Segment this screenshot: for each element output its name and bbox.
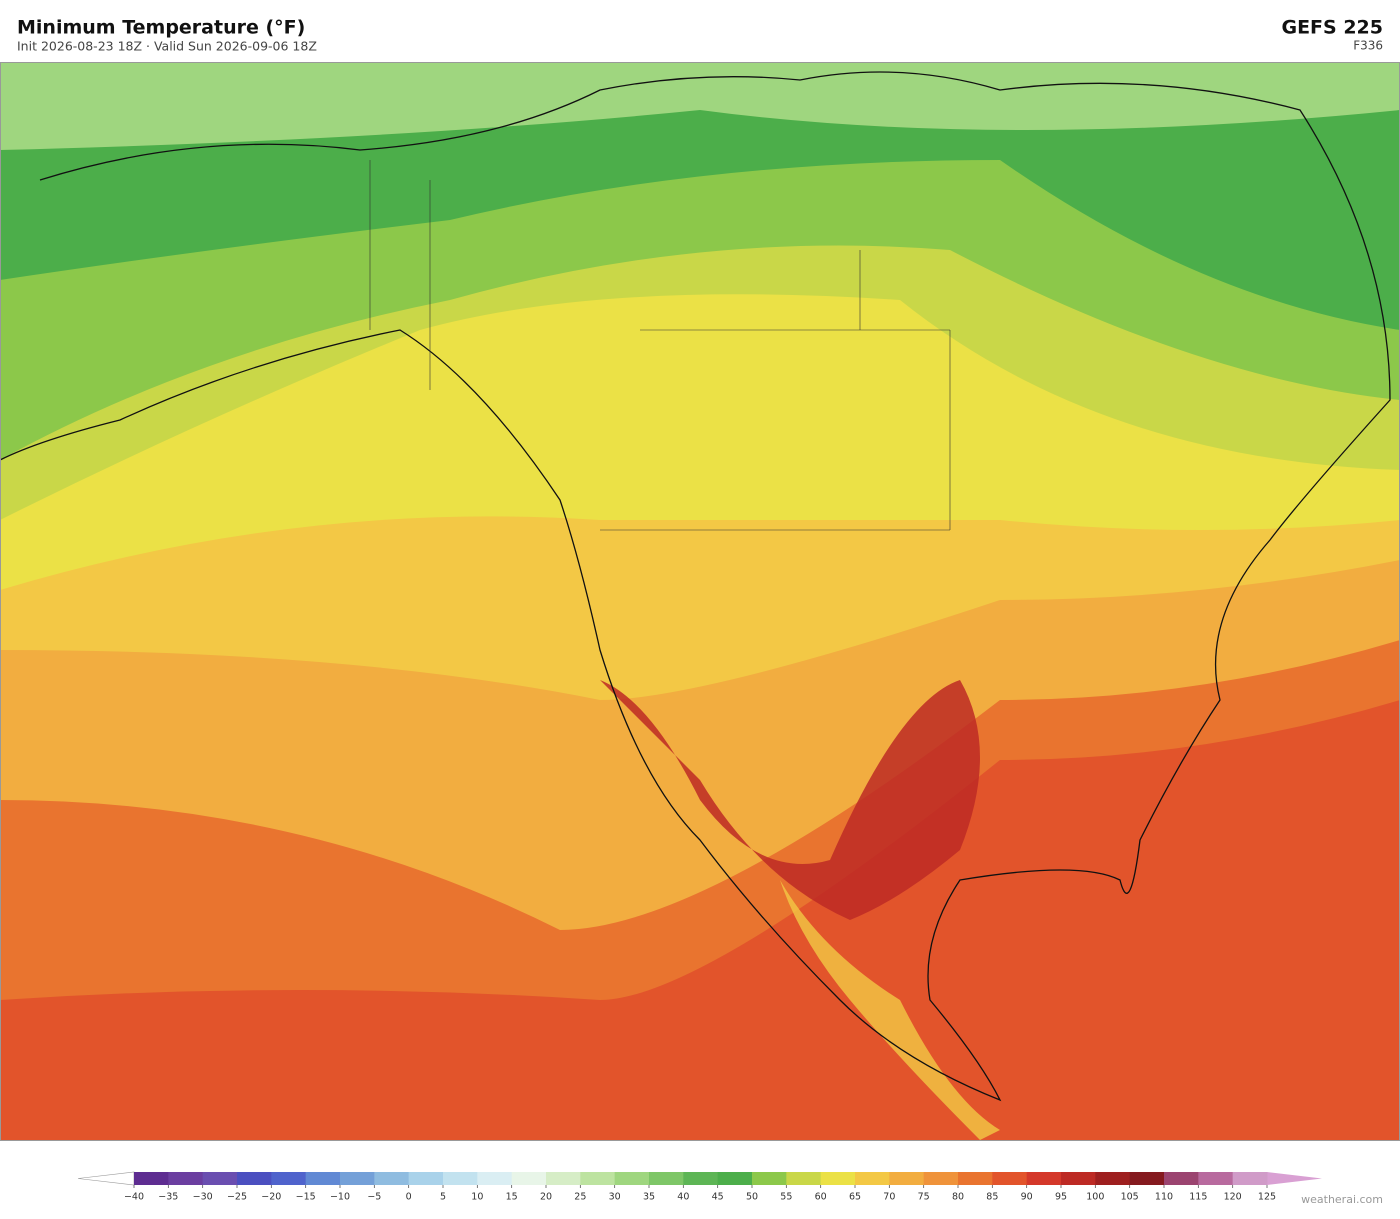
colorbar-segment: [271, 1172, 307, 1185]
colorbar-segment: [202, 1172, 238, 1185]
colorbar-segment: [546, 1172, 581, 1185]
colorbar-tick-label: 115: [1189, 1192, 1207, 1203]
colorbar-segment: [511, 1172, 547, 1185]
colorbar-segment: [614, 1172, 650, 1185]
colorbar-segment: [958, 1172, 993, 1185]
colorbar-segment: [1026, 1172, 1062, 1185]
colorbar-segment: [340, 1172, 375, 1185]
colorbar-segment: [168, 1172, 204, 1185]
colorbar-tick-label: −40: [124, 1192, 144, 1203]
colorbar-segment: [134, 1172, 169, 1185]
colorbar: −40 −35 −30 −25 −20 −15 −10 −5 0 5 10 15 20 25 30 35 40 4…: [77, 1171, 1322, 1203]
colorbar-tick-label: 40: [677, 1192, 689, 1203]
colorbar-segment: [237, 1172, 272, 1185]
colorbar-tick-label: 125: [1258, 1192, 1276, 1203]
colorbar-segment: [752, 1172, 787, 1185]
colorbar-segment: [717, 1172, 753, 1185]
colorbar-segment: [820, 1172, 856, 1185]
colorbar-tick-label: 60: [815, 1192, 827, 1203]
colorbar-segment: [649, 1172, 684, 1185]
colorbar-tick-label: 0: [406, 1192, 412, 1203]
colorbar-segment: [1095, 1172, 1131, 1185]
colorbar-segment: [374, 1172, 410, 1185]
colorbar-tick-label: −25: [227, 1192, 247, 1203]
colorbar-tick-label: 55: [780, 1192, 792, 1203]
colorbar-segment: [580, 1172, 616, 1185]
colorbar-segment: [889, 1172, 925, 1185]
colorbar-segment: [305, 1172, 341, 1185]
colorbar-segment: [1129, 1172, 1165, 1185]
colorbar-segment: [477, 1172, 513, 1185]
colorbar-tick-label: −10: [330, 1192, 350, 1203]
colorbar-tick-label: −15: [296, 1192, 316, 1203]
title: Minimum Temperature (°F): [17, 17, 305, 39]
colorbar-tick-label: 50: [746, 1192, 758, 1203]
colorbar-tick-label: 110: [1155, 1192, 1173, 1203]
colorbar-segment: [683, 1172, 719, 1185]
colorbar-tick-label: 80: [952, 1192, 964, 1203]
colorbar-tick-label: 120: [1224, 1192, 1242, 1203]
colorbar-segment: [1164, 1172, 1199, 1185]
colorbar-tick-label: 10: [471, 1192, 483, 1203]
colorbar-segment: [1198, 1172, 1234, 1185]
colorbar-tick-label: 45: [712, 1192, 724, 1203]
colorbar-tick-label: 90: [1021, 1192, 1033, 1203]
colorbar-tick-label: 30: [609, 1192, 621, 1203]
colorbar-tick-label: 5: [440, 1192, 446, 1203]
colorbar-segment: [992, 1172, 1028, 1185]
colorbar-tick-label: −5: [367, 1192, 381, 1203]
colorbar-tick-label: 35: [643, 1192, 655, 1203]
colorbar-tick-label: 65: [849, 1192, 861, 1203]
model-label: GEFS 225: [1281, 17, 1383, 39]
colorbar-under: [77, 1171, 135, 1186]
colorbar-tick-label: 75: [918, 1192, 930, 1203]
forecast-hour: F336: [1353, 39, 1383, 53]
colorbar-tick-label: 85: [986, 1192, 998, 1203]
colorbar-tick-label: 95: [1055, 1192, 1067, 1203]
map: [0, 62, 1400, 1141]
colorbar-segment: [408, 1172, 444, 1185]
colorbar-segment: [786, 1172, 822, 1185]
colorbar-tick-label: 20: [540, 1192, 552, 1203]
colorbar-over: [1267, 1172, 1322, 1185]
colorbar-segment: [1061, 1172, 1096, 1185]
colorbar-segment: [923, 1172, 959, 1185]
colorbar-tick-label: 70: [883, 1192, 895, 1203]
colorbar-tick-label: −35: [158, 1192, 178, 1203]
credit: weatherai.com: [1301, 1193, 1383, 1206]
colorbar-segment: [443, 1172, 478, 1185]
colorbar-tick-label: 15: [506, 1192, 518, 1203]
colorbar-segment: [1232, 1172, 1268, 1185]
colorbar-segment: [855, 1172, 890, 1185]
colorbar-tick-label: 100: [1086, 1192, 1104, 1203]
colorbar-tick-label: 105: [1121, 1192, 1139, 1203]
colorbar-tick-label: −30: [193, 1192, 213, 1203]
subtitle: Init 2026-08-23 18Z · Valid Sun 2026-09-…: [17, 39, 317, 54]
colorbar-tick-label: −20: [261, 1192, 281, 1203]
colorbar-tick-label: 25: [574, 1192, 586, 1203]
